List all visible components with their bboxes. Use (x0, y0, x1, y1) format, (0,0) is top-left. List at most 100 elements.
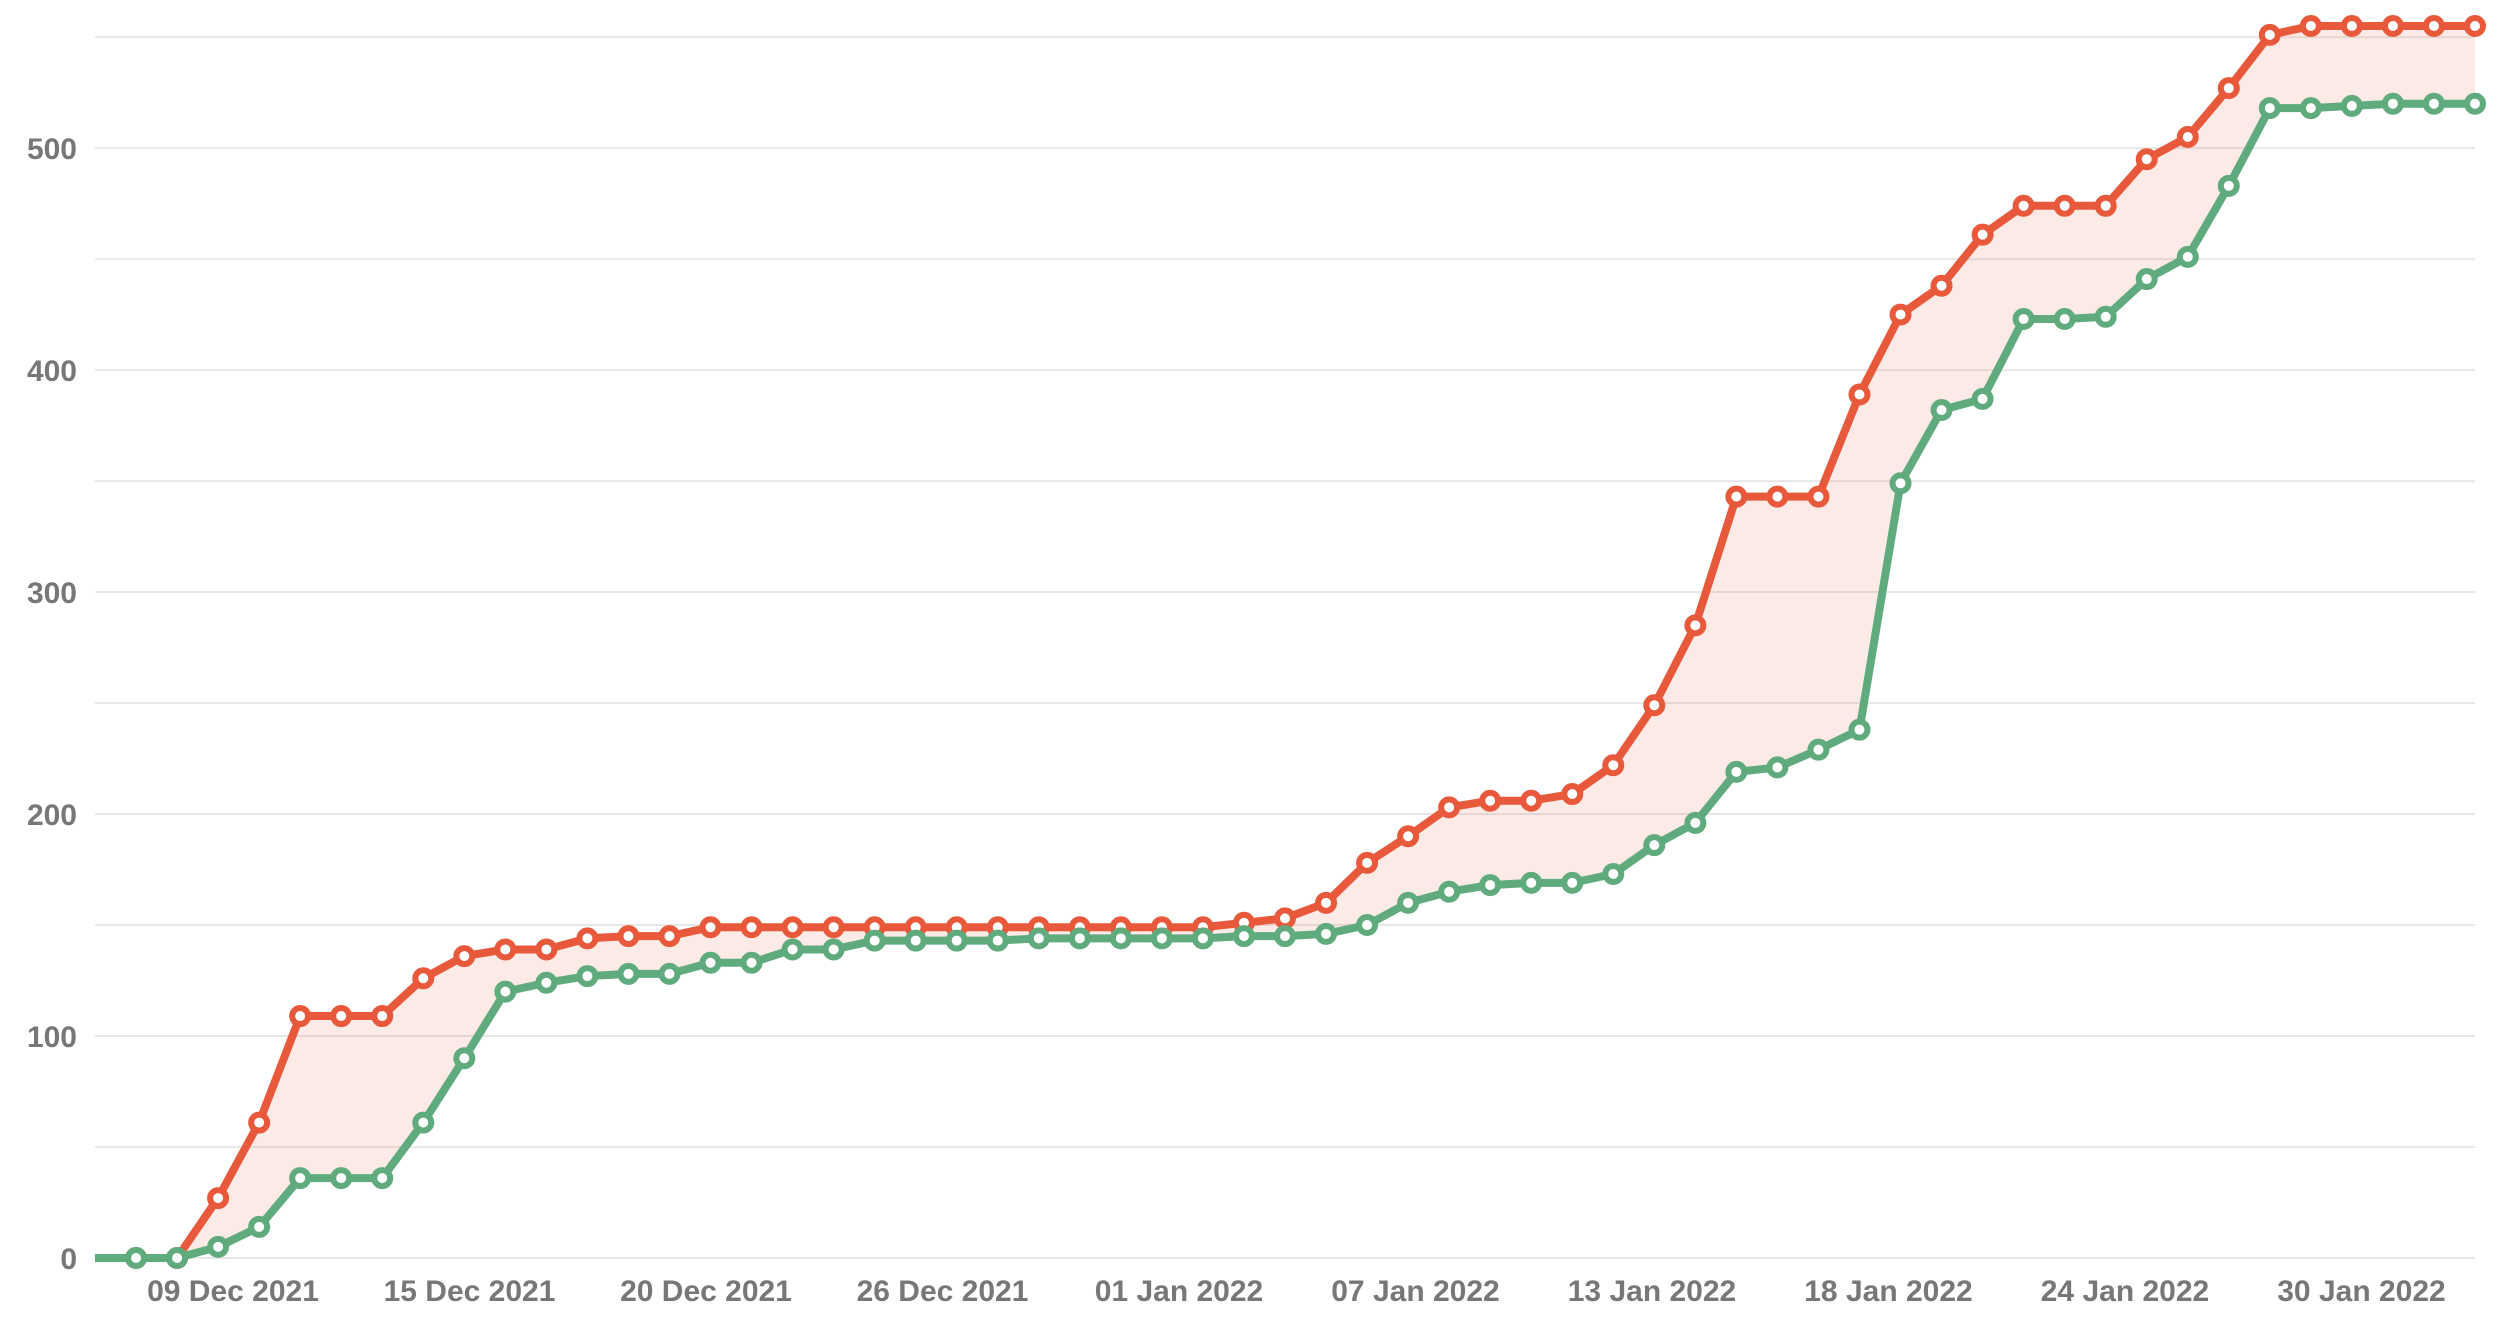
lower-green-series-marker[interactable] (658, 962, 681, 985)
lower-green-series-marker[interactable] (1356, 914, 1379, 937)
upper-red-series-marker[interactable] (330, 1005, 353, 1028)
upper-red-series-marker[interactable] (2381, 15, 2404, 37)
upper-red-series-marker[interactable] (2176, 125, 2199, 148)
lower-green-series-marker[interactable] (2258, 97, 2281, 120)
upper-red-series-marker[interactable] (1766, 485, 1789, 508)
lower-green-series-marker[interactable] (2217, 174, 2240, 197)
lower-green-series-marker[interactable] (1889, 472, 1912, 495)
lower-green-series-marker[interactable] (1930, 399, 1953, 422)
upper-red-series-marker[interactable] (2053, 194, 2076, 217)
upper-red-series-marker[interactable] (1356, 851, 1379, 874)
upper-red-series-marker[interactable] (207, 1187, 230, 1210)
lower-green-series-marker[interactable] (1438, 880, 1461, 903)
upper-red-series-marker[interactable] (1479, 789, 1502, 812)
upper-red-series-marker[interactable] (2012, 194, 2035, 217)
upper-red-series-marker[interactable] (2094, 194, 2117, 217)
lower-green-series-marker[interactable] (1068, 927, 1091, 950)
lower-green-series-marker[interactable] (986, 929, 1009, 952)
upper-red-series-marker[interactable] (2135, 148, 2158, 171)
lower-green-series-marker[interactable] (1602, 862, 1625, 885)
lower-green-series-marker[interactable] (1561, 871, 1584, 894)
upper-red-series-marker[interactable] (781, 916, 804, 939)
lower-green-series-marker[interactable] (822, 938, 845, 961)
upper-red-series-marker[interactable] (1643, 694, 1666, 717)
lower-green-series-marker[interactable] (2422, 92, 2445, 115)
upper-red-series-marker[interactable] (289, 1005, 312, 1028)
lower-green-series-marker[interactable] (617, 962, 640, 985)
lower-green-series-marker[interactable] (1232, 925, 1255, 948)
lower-green-series-marker[interactable] (2299, 97, 2322, 120)
lower-green-series-marker[interactable] (125, 1247, 148, 1269)
lower-green-series-marker[interactable] (2094, 305, 2117, 328)
lower-green-series-marker[interactable] (740, 951, 763, 974)
lower-green-series-marker[interactable] (453, 1047, 476, 1070)
lower-green-series-marker[interactable] (1684, 811, 1707, 834)
upper-red-series-marker[interactable] (822, 916, 845, 939)
upper-red-series-marker[interactable] (1520, 789, 1543, 812)
lower-green-series-marker[interactable] (781, 938, 804, 961)
lower-green-series-marker[interactable] (330, 1167, 353, 1190)
upper-red-series-marker[interactable] (248, 1111, 271, 1134)
lower-green-series-marker[interactable] (248, 1215, 271, 1238)
lower-green-series-marker[interactable] (1479, 874, 1502, 897)
upper-red-series-marker[interactable] (2258, 23, 2281, 46)
upper-red-series-marker[interactable] (699, 916, 722, 939)
lower-green-series-marker[interactable] (1807, 738, 1830, 761)
upper-red-series-marker[interactable] (1315, 891, 1338, 914)
upper-red-series-marker[interactable] (1930, 274, 1953, 297)
lower-green-series-marker[interactable] (1848, 718, 1871, 741)
lower-green-series-marker[interactable] (2176, 245, 2199, 268)
upper-red-series-marker[interactable] (1602, 754, 1625, 777)
upper-red-series-marker[interactable] (2422, 15, 2445, 37)
upper-red-series-marker[interactable] (371, 1005, 394, 1028)
upper-red-series-marker[interactable] (1684, 614, 1707, 637)
lower-green-series-marker[interactable] (1109, 927, 1132, 950)
lower-green-series-marker[interactable] (863, 929, 886, 952)
upper-red-series-marker[interactable] (2464, 15, 2486, 37)
lower-green-series-marker[interactable] (945, 929, 968, 952)
lower-green-series-marker[interactable] (1191, 927, 1214, 950)
lower-green-series-marker[interactable] (576, 965, 599, 988)
lower-green-series-marker[interactable] (371, 1167, 394, 1190)
lower-green-series-marker[interactable] (2053, 308, 2076, 331)
upper-red-series-marker[interactable] (2217, 77, 2240, 100)
lower-green-series-marker[interactable] (1725, 760, 1748, 783)
lower-green-series-marker[interactable] (2381, 92, 2404, 115)
upper-red-series-marker[interactable] (412, 967, 435, 990)
lower-green-series-marker[interactable] (535, 971, 558, 994)
upper-red-series-marker[interactable] (2340, 15, 2363, 37)
lower-green-series-marker[interactable] (2340, 94, 2363, 117)
lower-green-series-marker[interactable] (494, 980, 517, 1003)
lower-green-series-marker[interactable] (289, 1167, 312, 1190)
upper-red-series-marker[interactable] (1561, 783, 1584, 806)
lower-green-series-marker[interactable] (1397, 891, 1420, 914)
upper-red-series-marker[interactable] (658, 925, 681, 948)
upper-red-series-marker[interactable] (1807, 485, 1830, 508)
upper-red-series-marker[interactable] (1971, 223, 1994, 246)
upper-red-series-marker[interactable] (453, 945, 476, 968)
lower-green-series-marker[interactable] (2012, 308, 2035, 331)
lower-green-series-marker[interactable] (1766, 756, 1789, 779)
upper-red-series-marker[interactable] (617, 925, 640, 948)
lower-green-series-marker[interactable] (1643, 834, 1666, 857)
upper-red-series-marker[interactable] (535, 938, 558, 961)
upper-red-series-marker[interactable] (1438, 796, 1461, 819)
lower-green-series-marker[interactable] (2135, 268, 2158, 291)
lower-green-series-marker[interactable] (2464, 92, 2486, 115)
upper-red-series-marker[interactable] (1725, 485, 1748, 508)
upper-red-series-marker[interactable] (1848, 383, 1871, 406)
lower-green-series-marker[interactable] (207, 1235, 230, 1258)
lower-green-series-marker[interactable] (1274, 925, 1296, 948)
lower-green-series-marker[interactable] (1971, 387, 1994, 410)
lower-green-series-marker[interactable] (1315, 922, 1338, 945)
upper-red-series-marker[interactable] (740, 916, 763, 939)
lower-green-series-marker[interactable] (699, 951, 722, 974)
upper-red-series-marker[interactable] (494, 938, 517, 961)
lower-green-series-marker[interactable] (1027, 927, 1050, 950)
lower-green-series-marker[interactable] (1150, 927, 1173, 950)
upper-red-series-marker[interactable] (1397, 825, 1420, 848)
lower-green-series-marker[interactable] (166, 1247, 189, 1269)
lower-green-series-marker[interactable] (1520, 871, 1543, 894)
